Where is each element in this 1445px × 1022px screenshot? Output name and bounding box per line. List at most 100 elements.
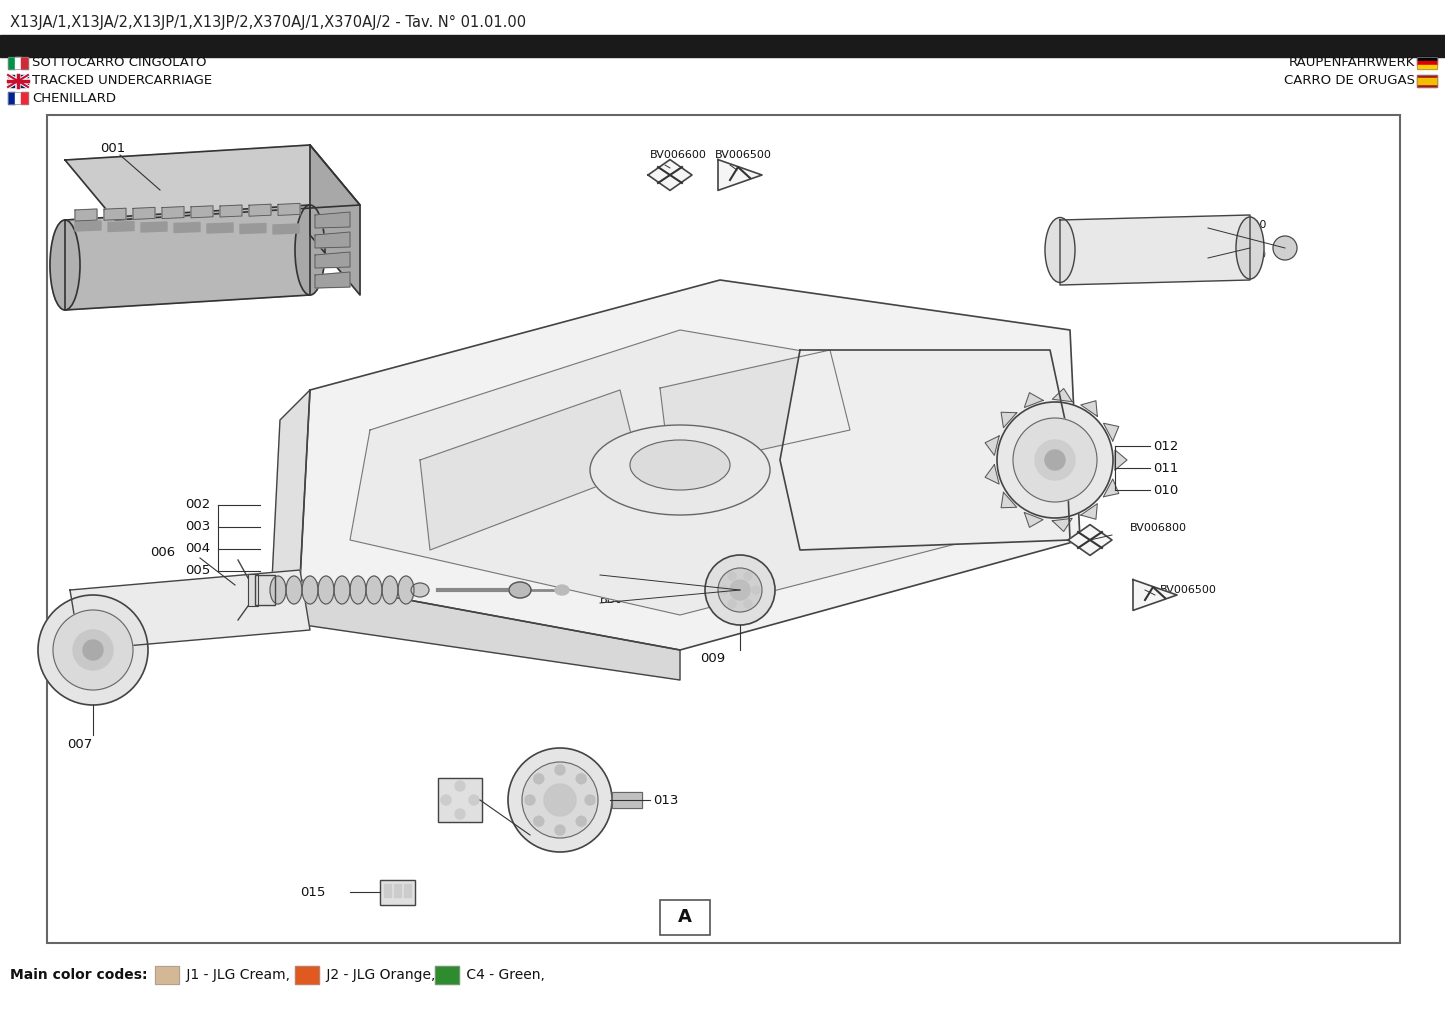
Circle shape <box>455 809 465 819</box>
Polygon shape <box>104 208 126 220</box>
Bar <box>48 115 1400 943</box>
Text: 014: 014 <box>533 829 558 841</box>
Polygon shape <box>1116 450 1127 470</box>
Circle shape <box>1045 450 1065 470</box>
Polygon shape <box>142 222 168 232</box>
Ellipse shape <box>334 576 350 604</box>
Polygon shape <box>108 222 134 232</box>
Text: C4 - Green,: C4 - Green, <box>462 968 545 982</box>
Bar <box>155 966 179 984</box>
Text: 004: 004 <box>185 543 210 556</box>
Bar <box>155 966 179 984</box>
Circle shape <box>53 610 133 690</box>
Text: BD000100: BD000100 <box>600 595 657 605</box>
Text: 002: 002 <box>185 499 211 511</box>
Polygon shape <box>162 206 184 219</box>
Bar <box>613 792 642 808</box>
Polygon shape <box>1025 513 1043 527</box>
Bar <box>249 574 259 606</box>
Polygon shape <box>1061 215 1250 285</box>
Polygon shape <box>273 224 299 234</box>
Text: BV006500: BV006500 <box>715 150 772 160</box>
Circle shape <box>455 781 465 791</box>
Polygon shape <box>1133 579 1178 610</box>
Polygon shape <box>311 145 360 295</box>
Text: 007: 007 <box>66 739 92 751</box>
Ellipse shape <box>555 585 569 595</box>
Polygon shape <box>1025 392 1043 408</box>
Bar <box>438 778 483 822</box>
Bar <box>22 92 27 104</box>
Circle shape <box>555 825 565 835</box>
Polygon shape <box>270 580 681 680</box>
Bar <box>9 57 14 69</box>
Text: 009: 009 <box>699 651 725 664</box>
Bar <box>435 966 460 984</box>
Ellipse shape <box>590 425 770 515</box>
Bar <box>249 574 259 606</box>
Ellipse shape <box>51 220 79 310</box>
Polygon shape <box>315 232 350 248</box>
Bar <box>380 880 415 905</box>
Text: 010: 010 <box>1153 483 1178 497</box>
Bar <box>394 884 402 897</box>
Bar <box>9 92 14 104</box>
Bar <box>14 57 22 69</box>
Polygon shape <box>985 465 998 484</box>
Polygon shape <box>301 280 1079 650</box>
Text: SOTTOCARRO CINGOLATO: SOTTOCARRO CINGOLATO <box>32 56 207 69</box>
Polygon shape <box>315 212 350 228</box>
Polygon shape <box>315 272 350 288</box>
Polygon shape <box>1068 524 1113 555</box>
Bar <box>1418 57 1436 61</box>
Ellipse shape <box>381 576 397 604</box>
Text: 005: 005 <box>185 564 211 577</box>
Circle shape <box>74 630 113 670</box>
Polygon shape <box>277 203 301 216</box>
Text: 012: 012 <box>1153 439 1178 453</box>
Bar <box>14 92 22 104</box>
Text: X13JA/1,X13JA/2,X13JP/1,X13JP/2,X370AJ/1,X370AJ/2 - Tav. N° 01.01.00: X13JA/1,X13JA/2,X13JP/1,X13JP/2,X370AJ/1… <box>10 14 526 30</box>
Circle shape <box>751 586 760 594</box>
Circle shape <box>555 765 565 775</box>
Polygon shape <box>1052 388 1072 402</box>
Circle shape <box>728 572 736 580</box>
Circle shape <box>1035 440 1075 480</box>
Circle shape <box>585 795 595 805</box>
Circle shape <box>509 748 613 852</box>
Polygon shape <box>718 159 762 190</box>
Ellipse shape <box>270 576 286 604</box>
Ellipse shape <box>295 205 325 295</box>
Polygon shape <box>1104 423 1118 440</box>
Polygon shape <box>133 207 155 220</box>
Text: 003: 003 <box>185 520 211 533</box>
Polygon shape <box>207 223 233 233</box>
Ellipse shape <box>630 440 730 490</box>
Ellipse shape <box>318 576 334 604</box>
Polygon shape <box>240 224 266 233</box>
Polygon shape <box>780 350 1069 550</box>
Text: CARRO DE ORUGAS: CARRO DE ORUGAS <box>1285 75 1415 88</box>
Text: BR000500: BR000500 <box>1209 220 1267 230</box>
Text: RAUPENFAHRWERK: RAUPENFAHRWERK <box>1289 56 1415 69</box>
Polygon shape <box>1104 479 1118 497</box>
Circle shape <box>728 600 736 608</box>
Text: BD000100: BD000100 <box>600 565 657 575</box>
Polygon shape <box>65 145 360 220</box>
Bar <box>660 900 709 935</box>
Circle shape <box>38 595 147 705</box>
Polygon shape <box>220 205 241 217</box>
Text: 011: 011 <box>1153 462 1178 474</box>
Circle shape <box>522 762 598 838</box>
Circle shape <box>1013 418 1097 502</box>
Text: 013: 013 <box>653 793 678 806</box>
Bar <box>1418 78 1436 84</box>
Circle shape <box>744 600 751 608</box>
Polygon shape <box>985 436 998 456</box>
Text: A: A <box>678 908 692 926</box>
Polygon shape <box>75 210 97 221</box>
Bar <box>9 92 27 104</box>
Circle shape <box>543 784 577 816</box>
Polygon shape <box>1081 401 1097 416</box>
Text: 015: 015 <box>301 885 325 898</box>
